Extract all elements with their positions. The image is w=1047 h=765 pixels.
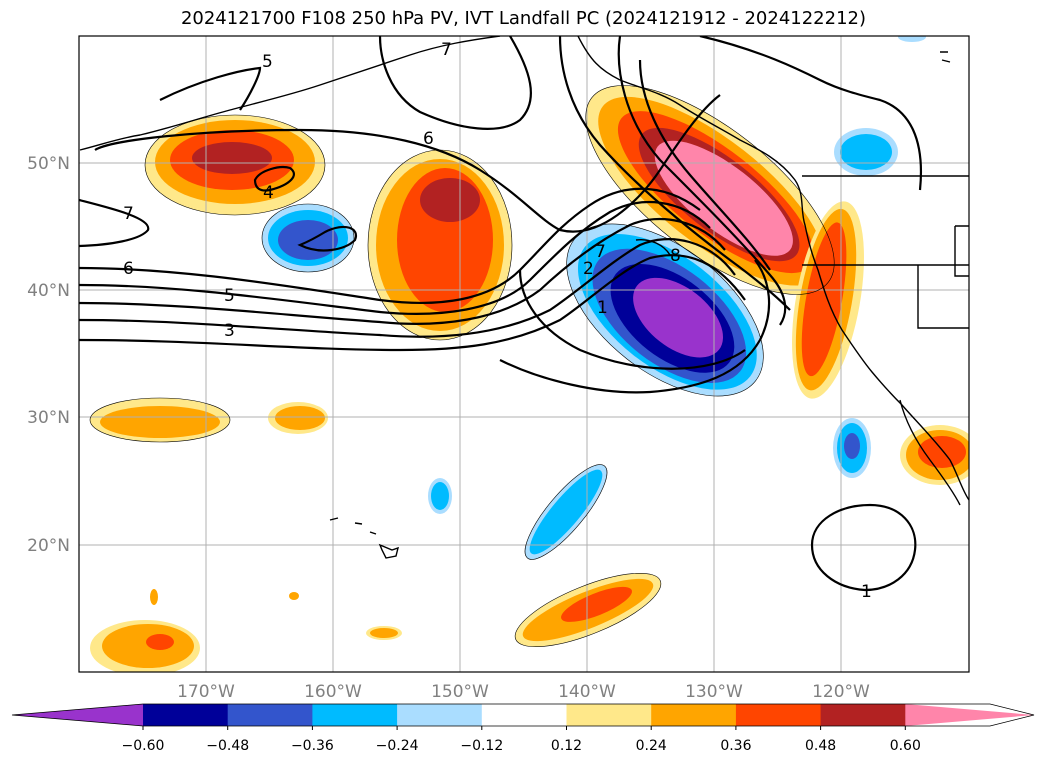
positive-anomaly-sw [90, 620, 200, 672]
contour-label: 1 [597, 298, 608, 318]
contour-label: 7 [123, 204, 134, 224]
lat-tick-label: 20°N [27, 536, 70, 556]
lat-tick-label: 40°N [27, 281, 70, 301]
lat-tick-label: 30°N [27, 408, 70, 428]
colorbar-swatch [820, 704, 906, 726]
pv-filled-contours [90, 36, 969, 672]
colorbar-tick-label: −0.48 [206, 738, 249, 754]
contour-label: 7 [441, 40, 452, 60]
ivt-contour-lines [79, 36, 922, 592]
lon-tick-label: 150°W [431, 682, 489, 702]
colorbar-swatch [397, 704, 483, 726]
contour-labels: 5 7 6 7 4 6 5 3 7 2 1 8 1 [123, 40, 872, 602]
colorbar-tick-label: 0.36 [720, 738, 751, 754]
colorbar-tick-label: −0.12 [460, 738, 503, 754]
colorbar-tick-label: −0.36 [291, 738, 334, 754]
contour-label: 3 [224, 321, 235, 341]
colorbar-swatch [143, 704, 229, 726]
colorbar-extend-min [12, 704, 143, 726]
contour-label: 6 [123, 259, 134, 279]
lon-tick-label: 160°W [304, 682, 362, 702]
colorbar-tick-label: 0.12 [551, 738, 582, 754]
negative-anomaly-mexico [833, 418, 871, 478]
lon-tick-label: 130°W [685, 682, 743, 702]
contour-label: 1 [861, 582, 872, 602]
lon-tick-label: 170°W [177, 682, 235, 702]
colorbar-tick-label: 0.24 [636, 738, 667, 754]
contour-label: 6 [423, 129, 434, 149]
positive-anomaly-west [145, 115, 325, 215]
colorbar-swatch [312, 704, 398, 726]
positive-anomaly-central [368, 150, 512, 340]
negative-anomaly-inland [834, 128, 898, 176]
colorbar-tick-label: 0.60 [890, 738, 921, 754]
lon-tick-label: 120°W [812, 682, 870, 702]
positive-anomaly-baja [900, 425, 969, 485]
colorbar-swatch [227, 704, 313, 726]
latitude-labels: 50°N 40°N 30°N 20°N [27, 154, 70, 556]
colorbar-swatch [481, 704, 567, 726]
contour-label: 5 [262, 52, 273, 72]
colorbar-extend-max [905, 704, 1034, 726]
colorbar-tick-label: −0.60 [122, 738, 165, 754]
contour-label: 8 [670, 246, 681, 266]
negative-anomaly-160w [262, 204, 354, 272]
positive-anomaly-south [515, 573, 661, 647]
contour-label: 4 [263, 183, 274, 203]
colorbar-swatch [651, 704, 737, 726]
colorbar-swatch [566, 704, 652, 726]
map-frame [78, 35, 970, 673]
contour-label: 5 [224, 286, 235, 306]
lat-tick-label: 50°N [27, 154, 70, 174]
gridlines [79, 36, 969, 672]
coastlines [79, 36, 969, 559]
colorbar-tick-label: 0.48 [805, 738, 836, 754]
colorbar-swatch [735, 704, 822, 726]
contour-label: 2 [583, 259, 594, 279]
longitude-labels: 170°W 160°W 150°W 140°W 130°W 120°W [177, 682, 870, 702]
colorbar: −0.60 −0.48 −0.36 −0.24 −0.12 0.12 0.24 0.36 0.4… [11, 703, 1035, 754]
lon-tick-label: 140°W [558, 682, 616, 702]
contour-label: 7 [595, 242, 606, 262]
map-title: 2024121700 F108 250 hPa PV, IVT Landfall… [180, 8, 867, 29]
negative-anomaly-subtropical [525, 464, 607, 560]
colorbar-tick-label: −0.24 [376, 738, 419, 754]
